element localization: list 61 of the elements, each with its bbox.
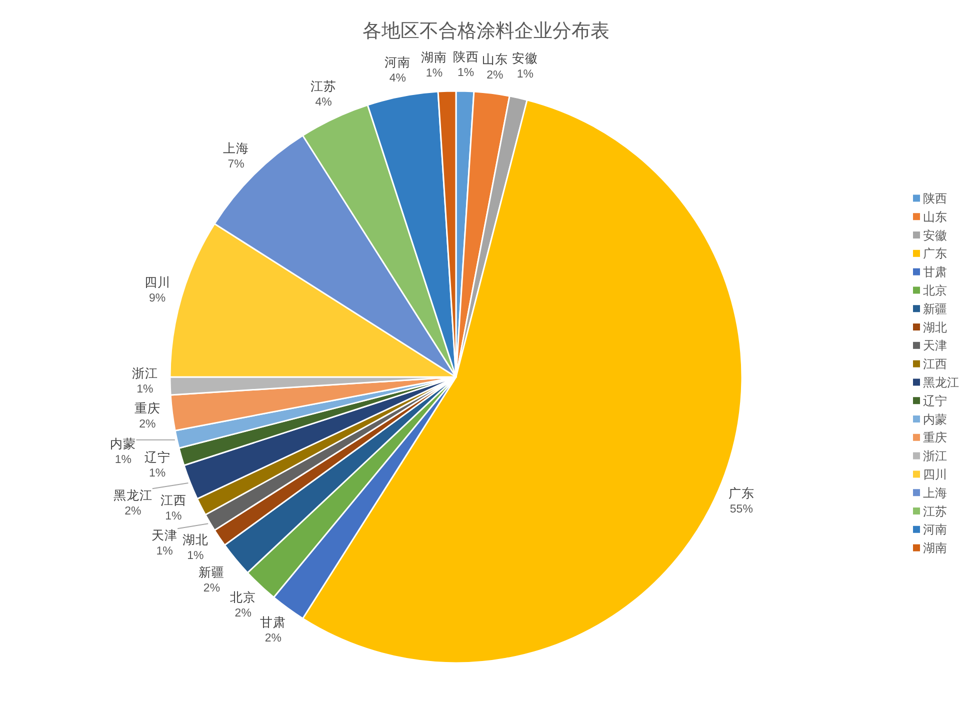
legend-label: 重庆: [923, 430, 947, 445]
data-label: 4%: [315, 96, 332, 109]
data-label: 1%: [165, 510, 182, 523]
data-label: 2%: [486, 69, 504, 82]
data-label: 1%: [156, 546, 173, 558]
data-label: 1%: [426, 68, 443, 80]
slice-label: 江西: [160, 494, 186, 508]
slice-label: 湖南: [421, 50, 448, 65]
slice-label: 天津: [152, 528, 178, 543]
legend-label: 天津: [923, 338, 947, 353]
legend-label: 黑龙江: [923, 376, 959, 390]
legend-label: 安徽: [923, 228, 947, 242]
slice-label: 甘肃: [260, 615, 286, 630]
slice-label: 安徽: [512, 50, 538, 66]
slice-label: 江苏: [310, 80, 337, 94]
data-label: 2%: [203, 582, 220, 595]
legend-label: 江西: [923, 357, 947, 372]
data-label: 1%: [187, 550, 204, 562]
slice-label: 内蒙: [110, 437, 136, 452]
slice-label: 新疆: [198, 566, 225, 580]
data-label: 1%: [114, 454, 132, 466]
data-label: 2%: [264, 632, 282, 644]
legend-label: 新疆: [923, 302, 947, 316]
legend-label: 甘肃: [923, 265, 947, 280]
data-label: 2%: [234, 607, 252, 620]
legend-label: 湖南: [923, 541, 947, 556]
data-label: 4%: [389, 72, 406, 85]
slice-label: 辽宁: [144, 449, 170, 464]
data-label: 1%: [136, 383, 154, 396]
legend-label: 四川: [923, 468, 947, 482]
slice-label: 北京: [230, 590, 256, 604]
legend-label: 江苏: [923, 504, 947, 518]
legend-label: 山东: [923, 210, 947, 224]
data-label: 7%: [228, 158, 244, 171]
data-label: 1%: [149, 467, 166, 480]
legend-label: 北京: [923, 284, 947, 298]
chart-title: 各地区不合格涂料企业分布表: [362, 21, 610, 42]
legend-label: 浙江: [923, 449, 947, 464]
data-label: 55%: [730, 504, 753, 516]
data-label: 2%: [139, 418, 156, 431]
legend-label: 广东: [923, 246, 947, 261]
data-label: 1%: [457, 67, 474, 80]
slice-label: 上海: [223, 142, 250, 156]
slice-label: 四川: [144, 275, 170, 290]
data-label: 1%: [516, 68, 534, 81]
slice-label: 广东: [728, 486, 754, 501]
legend-label: 辽宁: [923, 394, 947, 408]
data-label: 9%: [149, 292, 166, 304]
legend-label: 湖北: [923, 320, 947, 334]
legend-label: 内蒙: [923, 412, 947, 426]
legend-label: 河南: [923, 522, 947, 537]
slice-label: 黑龙江: [113, 488, 152, 503]
slice-label: 河南: [384, 56, 411, 70]
legend-label: 上海: [923, 486, 947, 500]
slice-label: 湖北: [182, 533, 208, 548]
slice-label: 浙江: [132, 366, 158, 380]
slice-label: 重庆: [134, 402, 160, 416]
slice-label: 山东: [482, 52, 508, 66]
legend-label: 陕西: [923, 192, 947, 206]
slice-label: 陕西: [452, 50, 479, 64]
data-label: 2%: [124, 506, 142, 518]
